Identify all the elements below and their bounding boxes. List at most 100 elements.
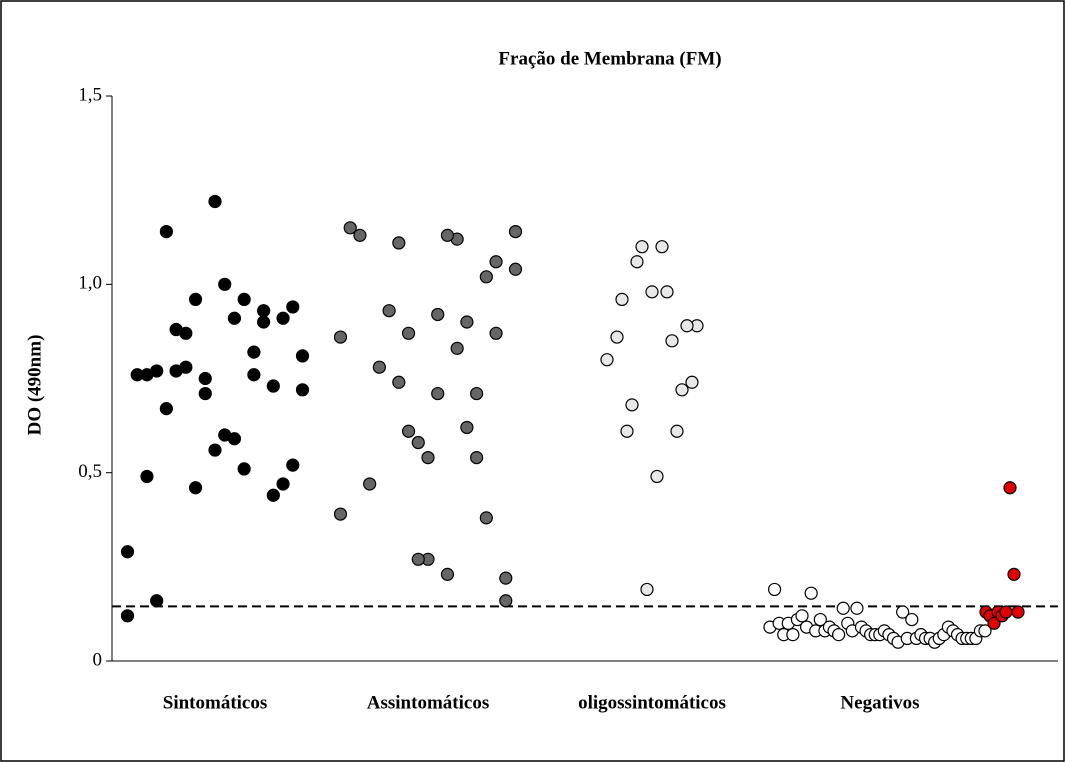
data-point <box>169 322 183 337</box>
data-point <box>401 424 416 438</box>
data-point <box>440 567 455 581</box>
data-point <box>660 285 674 299</box>
data-point <box>440 228 455 242</box>
data-point <box>431 386 445 401</box>
data-point <box>635 240 649 254</box>
data-point <box>645 285 659 299</box>
data-point <box>401 326 416 340</box>
y-tick-label: 1,5 <box>78 84 102 105</box>
data-point <box>499 571 513 585</box>
data-point <box>479 511 493 525</box>
data-point <box>499 594 513 608</box>
x-tick-label: Negativos <box>840 692 919 713</box>
data-point <box>978 624 992 638</box>
data-point <box>450 341 464 355</box>
data-point <box>237 292 251 306</box>
data-point <box>363 477 377 491</box>
data-point <box>382 304 396 318</box>
data-point <box>460 315 474 329</box>
data-point <box>489 255 503 269</box>
data-point <box>813 612 827 627</box>
data-point <box>140 469 154 484</box>
data-point <box>411 552 425 566</box>
data-point <box>665 334 679 348</box>
data-point <box>411 435 425 450</box>
data-point <box>1011 605 1025 619</box>
data-point <box>257 304 271 318</box>
data-point <box>188 292 203 306</box>
data-point <box>470 386 484 401</box>
data-point <box>905 612 919 627</box>
data-point <box>247 345 261 359</box>
data-point <box>680 319 694 333</box>
data-point <box>276 477 290 491</box>
data-point <box>198 386 212 401</box>
data-point <box>120 545 135 559</box>
data-point <box>392 375 406 389</box>
data-point <box>625 398 639 412</box>
data-point <box>630 255 644 269</box>
data-point <box>850 601 864 615</box>
data-point <box>600 353 614 367</box>
data-point <box>460 420 474 435</box>
data-point <box>218 277 232 291</box>
data-point <box>343 221 357 235</box>
data-point <box>286 458 300 472</box>
data-point <box>795 609 809 623</box>
x-tick-label: Sintomáticos <box>163 692 268 713</box>
data-point <box>286 300 300 314</box>
data-point <box>140 368 154 382</box>
y-axis-label: DO (490nm) <box>24 335 45 436</box>
data-point <box>1003 481 1017 495</box>
data-point <box>804 586 818 600</box>
data-point <box>508 225 523 239</box>
data-point <box>685 375 699 389</box>
data-point <box>208 443 222 457</box>
x-tick-label: Assintomáticos <box>367 692 489 713</box>
data-point <box>836 601 850 615</box>
data-point <box>295 349 310 363</box>
data-point <box>227 311 242 325</box>
data-point <box>508 262 523 276</box>
data-point <box>675 383 689 397</box>
data-point <box>169 364 183 378</box>
data-point <box>431 307 445 322</box>
data-point <box>489 326 503 340</box>
data-point <box>470 451 484 465</box>
data-point <box>276 311 290 325</box>
data-point <box>640 582 654 597</box>
data-point <box>266 379 280 393</box>
data-point <box>353 228 367 242</box>
data-point <box>1007 567 1021 581</box>
data-point <box>767 582 782 597</box>
data-point <box>832 628 846 642</box>
chart-title: Fração de Membrana (FM) <box>498 48 721 69</box>
data-point <box>208 194 222 209</box>
data-point <box>670 424 684 438</box>
data-point <box>266 488 280 502</box>
data-point <box>247 368 261 382</box>
data-point <box>120 609 135 623</box>
data-point <box>150 594 164 608</box>
data-point <box>159 402 173 416</box>
data-point <box>159 225 173 239</box>
data-point <box>615 292 629 306</box>
data-point <box>610 330 624 344</box>
data-point <box>786 628 800 642</box>
data-point <box>896 605 910 619</box>
y-tick-label: 0,5 <box>78 461 102 482</box>
data-point <box>333 507 348 521</box>
data-point <box>650 469 664 484</box>
y-tick-label: 1,0 <box>78 273 102 294</box>
data-point <box>372 360 386 374</box>
data-point <box>295 383 310 397</box>
data-point <box>655 240 669 254</box>
data-point <box>999 605 1013 619</box>
data-point <box>479 270 493 284</box>
x-tick-label: oligossintomáticos <box>578 692 726 713</box>
data-point <box>188 481 203 495</box>
data-point <box>218 428 232 442</box>
data-point <box>421 451 435 465</box>
